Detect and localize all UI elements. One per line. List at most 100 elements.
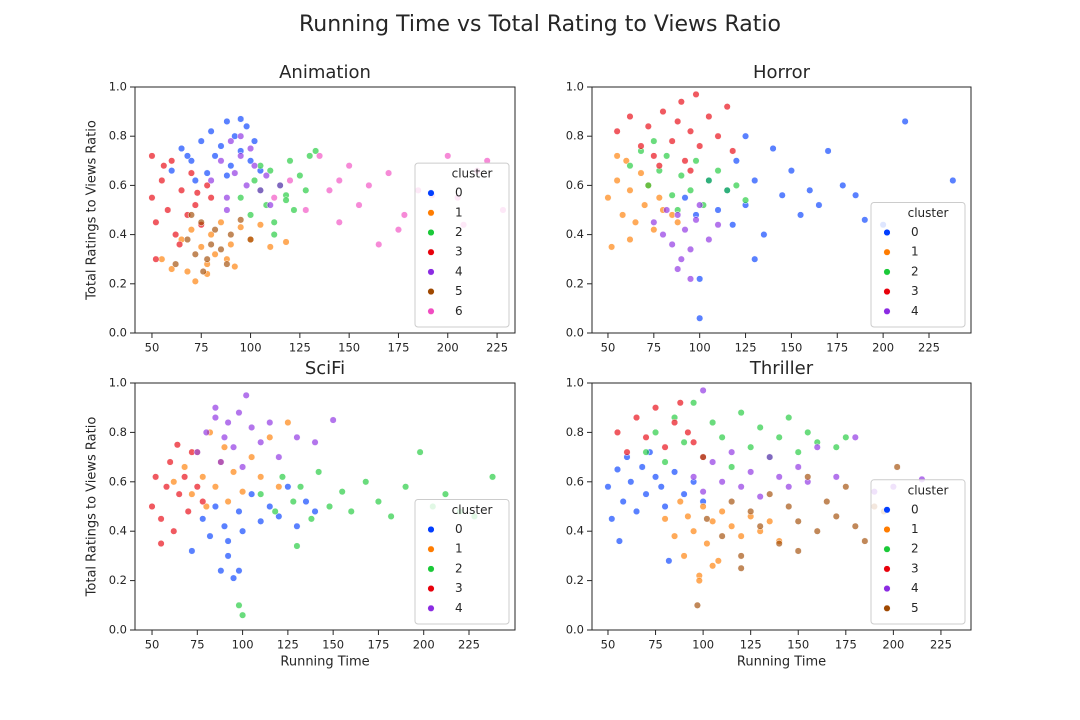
point: [296, 483, 305, 491]
point: [703, 515, 711, 523]
point: [256, 162, 264, 170]
legend-label: 1: [911, 245, 919, 259]
point: [250, 176, 259, 185]
point: [282, 196, 290, 204]
point: [257, 517, 265, 525]
point: [703, 540, 711, 548]
point: [769, 144, 777, 153]
legend-label: 4: [911, 581, 919, 595]
point: [242, 391, 250, 399]
point: [718, 433, 726, 441]
point: [775, 540, 783, 548]
legend-marker: [427, 189, 435, 197]
point: [183, 267, 192, 276]
point: [747, 468, 755, 476]
x-tick-label: 50: [145, 638, 160, 652]
x-tick-label: 200: [872, 341, 894, 355]
legend-title: cluster: [908, 483, 949, 497]
point: [775, 473, 783, 481]
x-tick-label: 50: [145, 341, 160, 355]
point: [365, 181, 373, 189]
point: [257, 473, 265, 481]
point: [266, 201, 274, 209]
x-tick-label: 125: [735, 341, 757, 355]
point: [164, 206, 172, 214]
legend-marker: [883, 585, 891, 593]
point: [613, 465, 622, 474]
subplot-title: SciFi: [305, 358, 345, 379]
point: [257, 438, 265, 446]
point: [737, 532, 745, 540]
point: [613, 428, 622, 436]
point: [203, 255, 211, 263]
figure-title: Running Time vs Total Rating to Views Ra…: [299, 12, 781, 37]
legend-label: 3: [455, 245, 463, 259]
point: [851, 522, 859, 530]
x-tick-label: 200: [437, 341, 459, 355]
point: [347, 507, 355, 515]
point: [227, 162, 235, 170]
legend-marker: [883, 248, 891, 256]
point: [677, 172, 685, 180]
point: [806, 186, 814, 194]
point: [626, 186, 634, 194]
y-tick-label: 0.8: [566, 129, 584, 143]
point: [613, 127, 621, 135]
point: [223, 260, 231, 268]
legend-label: 5: [911, 601, 919, 615]
point: [170, 478, 178, 486]
point: [239, 611, 247, 619]
point: [293, 522, 301, 530]
point: [756, 493, 764, 501]
point: [699, 453, 707, 461]
point: [266, 418, 274, 427]
point: [644, 181, 652, 189]
point: [172, 260, 180, 268]
point: [794, 547, 802, 555]
y-tick-label: 0.4: [566, 524, 584, 538]
x-tick-label: 100: [240, 341, 262, 355]
y-axis-label: Total Ratings to Views Ratio: [85, 120, 100, 301]
point: [270, 231, 278, 239]
y-axis-label: Total Ratings to Views Ratio: [85, 417, 100, 598]
point: [644, 122, 652, 130]
point: [248, 453, 256, 461]
point: [262, 172, 270, 180]
point: [229, 574, 238, 582]
y-tick-label: 0.4: [566, 227, 584, 241]
axes-frame: [591, 382, 972, 631]
point: [751, 176, 759, 185]
point: [355, 201, 363, 209]
point: [631, 218, 640, 226]
legend-label: 2: [455, 225, 463, 239]
legend-marker: [883, 288, 891, 296]
point: [839, 181, 847, 189]
legend-label: 1: [911, 522, 919, 536]
point: [177, 144, 186, 153]
point: [247, 211, 255, 219]
point: [842, 433, 850, 441]
point: [197, 137, 205, 145]
point: [690, 399, 698, 407]
x-tick-label: 100: [232, 638, 254, 652]
point: [202, 428, 210, 436]
point: [785, 502, 793, 511]
point: [677, 98, 685, 106]
point: [677, 255, 685, 263]
point: [737, 483, 745, 491]
point: [615, 537, 623, 545]
point: [804, 473, 812, 481]
point: [162, 483, 171, 491]
point: [832, 443, 840, 451]
legend-title: cluster: [452, 167, 493, 181]
legend-marker: [883, 525, 891, 534]
point: [737, 409, 745, 417]
point: [684, 428, 692, 436]
point: [815, 201, 823, 209]
legend-label: 0: [911, 502, 919, 516]
point: [756, 423, 764, 432]
point: [680, 552, 688, 560]
point: [637, 169, 645, 177]
point: [714, 132, 722, 140]
point: [211, 502, 219, 511]
